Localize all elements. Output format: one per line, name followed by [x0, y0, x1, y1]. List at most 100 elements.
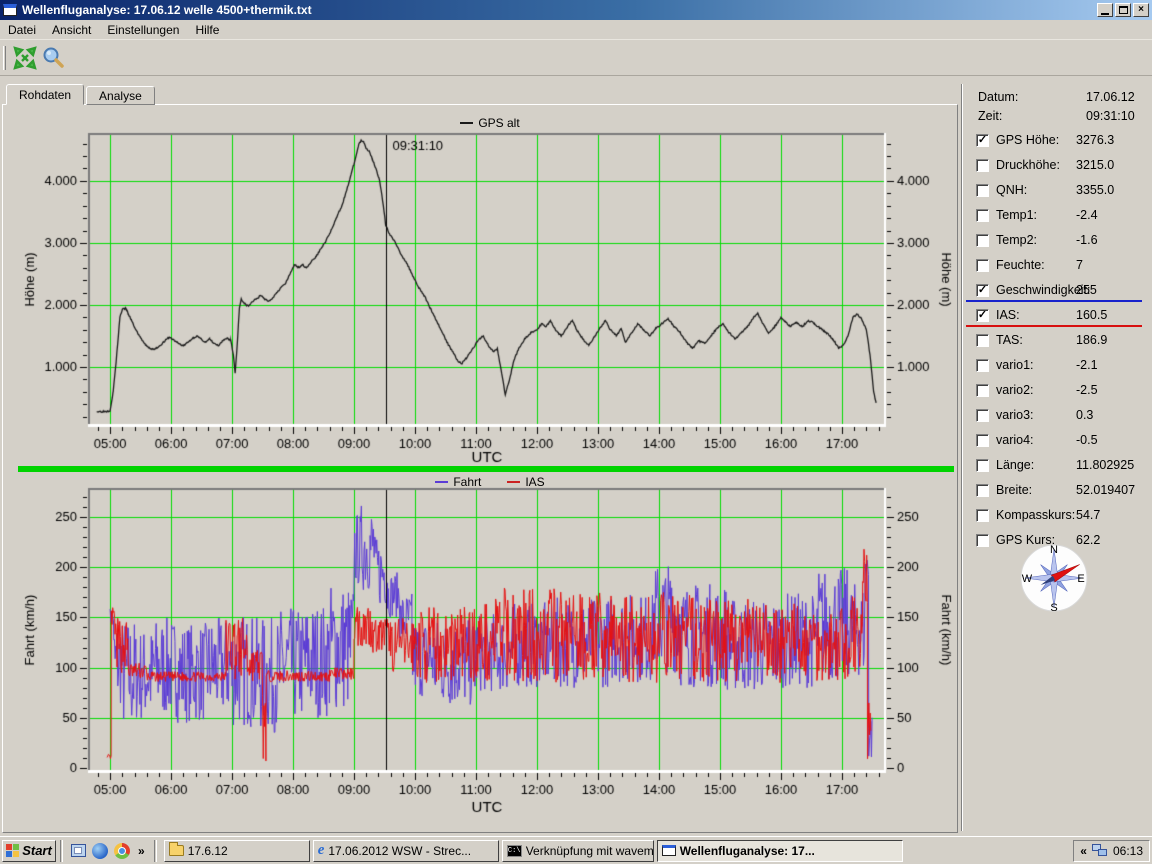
sidebar-row-gps-hoehe: ✓GPS Höhe:3276.3: [968, 133, 1148, 153]
druckhoehe-checkbox[interactable]: [976, 159, 989, 172]
start-label: Start: [22, 843, 52, 858]
vario3-label: vario3:: [996, 408, 1034, 422]
maximize-button[interactable]: [1115, 3, 1131, 17]
quick-launch-overflow[interactable]: »: [133, 844, 150, 858]
druckhoehe-label: Druckhöhe:: [996, 158, 1060, 172]
menu-datei[interactable]: Datei: [0, 21, 44, 39]
tab-analyse[interactable]: Analyse: [86, 86, 155, 105]
menu-einstellungen[interactable]: Einstellungen: [99, 21, 187, 39]
sidebar-row-temp2: Temp2:-1.6: [968, 233, 1148, 253]
compass-n-label: N: [1050, 544, 1058, 556]
laenge-checkbox[interactable]: [976, 459, 989, 472]
cmd-icon: C:\: [507, 845, 522, 857]
vario4-checkbox[interactable]: [976, 434, 989, 447]
geschwindigkeit-checkbox[interactable]: ✓: [976, 284, 989, 297]
temp2-value: -1.6: [1076, 233, 1098, 247]
taskbar-button-shortcut[interactable]: C:\ Verknüpfung mit wavem...: [502, 840, 654, 862]
taskbar-button-folder[interactable]: 17.6.12: [164, 840, 310, 862]
kompasskurs-checkbox[interactable]: [976, 509, 989, 522]
gps-hoehe-checkbox[interactable]: ✓: [976, 134, 989, 147]
vario4-label: vario4:: [996, 433, 1034, 447]
tas-checkbox[interactable]: [976, 334, 989, 347]
gps-kurs-checkbox[interactable]: [976, 534, 989, 547]
breite-label: Breite:: [996, 483, 1032, 497]
vario3-checkbox[interactable]: [976, 409, 989, 422]
toolbar-handle[interactable]: [3, 46, 6, 70]
menu-bar: Datei Ansicht Einstellungen Hilfe: [0, 20, 1152, 40]
vario2-label: vario2:: [996, 383, 1034, 397]
taskbar-button-shortcut-label: Verknüpfung mit wavem...: [526, 844, 654, 858]
qnh-value: 3355.0: [1076, 183, 1114, 197]
sidebar-row-datum: Datum:17.06.12: [968, 90, 1148, 110]
sidebar-row-vario4: vario4:-0.5: [968, 433, 1148, 453]
tray-clock: 06:13: [1113, 844, 1143, 858]
vario1-checkbox[interactable]: [976, 359, 989, 372]
taskbar-separator: [60, 840, 63, 862]
app-icon: [3, 4, 17, 16]
taskbar-button-wellenfluganalyse-label: Wellenfluganalyse: 17...: [680, 844, 815, 858]
temp1-label: Temp1:: [996, 208, 1037, 222]
windows-logo-icon: [6, 844, 19, 857]
breite-value: 52.019407: [1076, 483, 1135, 497]
temp2-checkbox[interactable]: [976, 234, 989, 247]
ias-legend-dash: [507, 481, 520, 483]
expand-button[interactable]: [11, 44, 39, 72]
sidebar-row-vario3: vario3:0.3: [968, 408, 1148, 428]
breite-checkbox[interactable]: [976, 484, 989, 497]
media-player-icon[interactable]: [89, 840, 111, 862]
maximize-icon: [1119, 6, 1128, 14]
network-icon[interactable]: [1092, 844, 1108, 858]
speed-chart[interactable]: [14, 486, 956, 822]
compass-rose: N E S W: [1014, 538, 1094, 618]
vario2-value: -2.5: [1076, 383, 1098, 397]
taskbar: Start » 17.6.12 e 17.06.2012 WSW - Strec…: [0, 836, 1152, 864]
title-bar[interactable]: Wellenfluganalyse: 17.06.12 welle 4500+t…: [0, 0, 1152, 20]
laenge-value: 11.802925: [1076, 458, 1134, 472]
start-button[interactable]: Start: [2, 840, 56, 862]
fahrt-legend-dash: [435, 481, 448, 483]
zoom-button[interactable]: [39, 44, 67, 72]
altitude-chart[interactable]: [14, 108, 956, 468]
close-button[interactable]: ×: [1133, 3, 1149, 17]
ias-legend-label: IAS: [525, 475, 544, 489]
browser-icon[interactable]: [111, 840, 133, 862]
minimize-button[interactable]: [1097, 3, 1113, 17]
temp1-value: -2.4: [1076, 208, 1098, 222]
vario2-checkbox[interactable]: [976, 384, 989, 397]
temp1-checkbox[interactable]: [976, 209, 989, 222]
sidebar-row-qnh: QNH:3355.0: [968, 183, 1148, 203]
laenge-label: Länge:: [996, 458, 1034, 472]
taskbar-button-wellenfluganalyse[interactable]: Wellenfluganalyse: 17...: [657, 840, 903, 862]
menu-ansicht[interactable]: Ansicht: [44, 21, 99, 39]
menu-hilfe[interactable]: Hilfe: [187, 21, 227, 39]
magnifier-icon: [41, 46, 65, 70]
tas-value: 186.9: [1076, 333, 1107, 347]
sidebar-row-feuchte: Feuchte:7: [968, 258, 1148, 278]
window-title: Wellenfluganalyse: 17.06.12 welle 4500+t…: [22, 3, 1095, 17]
kompasskurs-value: 54.7: [1076, 508, 1100, 522]
compass-w-label: W: [1022, 573, 1033, 585]
ias-checkbox[interactable]: ✓: [976, 309, 989, 322]
ias-value: 160.5: [1076, 308, 1107, 322]
tray-chevron[interactable]: «: [1080, 844, 1087, 858]
feuchte-label: Feuchte:: [996, 258, 1045, 272]
compass-e-label: E: [1077, 573, 1084, 585]
gps-hoehe-label: GPS Höhe:: [996, 133, 1059, 147]
taskbar-separator-2: [154, 840, 157, 862]
qnh-checkbox[interactable]: [976, 184, 989, 197]
geschwindigkeit-underline: [966, 300, 1142, 302]
compass-s-label: S: [1050, 602, 1057, 614]
feuchte-checkbox[interactable]: [976, 259, 989, 272]
tab-rohdaten[interactable]: Rohdaten: [6, 84, 84, 105]
taskbar-button-browser[interactable]: e 17.06.2012 WSW - Strec...: [313, 840, 499, 862]
sidebar-row-laenge: Länge: 11.802925: [968, 458, 1148, 478]
fahrt-legend-label: Fahrt: [453, 475, 481, 489]
sidebar-row-breite: Breite: 52.019407: [968, 483, 1148, 503]
desktop-icon[interactable]: [67, 840, 89, 862]
sidebar-divider: [961, 84, 963, 831]
sidebar-row-vario2: vario2: -2.5: [968, 383, 1148, 403]
toolbar: [0, 40, 1152, 76]
sidebar-row-kompasskurs: Kompasskurs:54.7: [968, 508, 1148, 528]
taskbar-button-folder-label: 17.6.12: [188, 844, 228, 858]
zeit-value: 09:31:10: [1086, 109, 1135, 123]
